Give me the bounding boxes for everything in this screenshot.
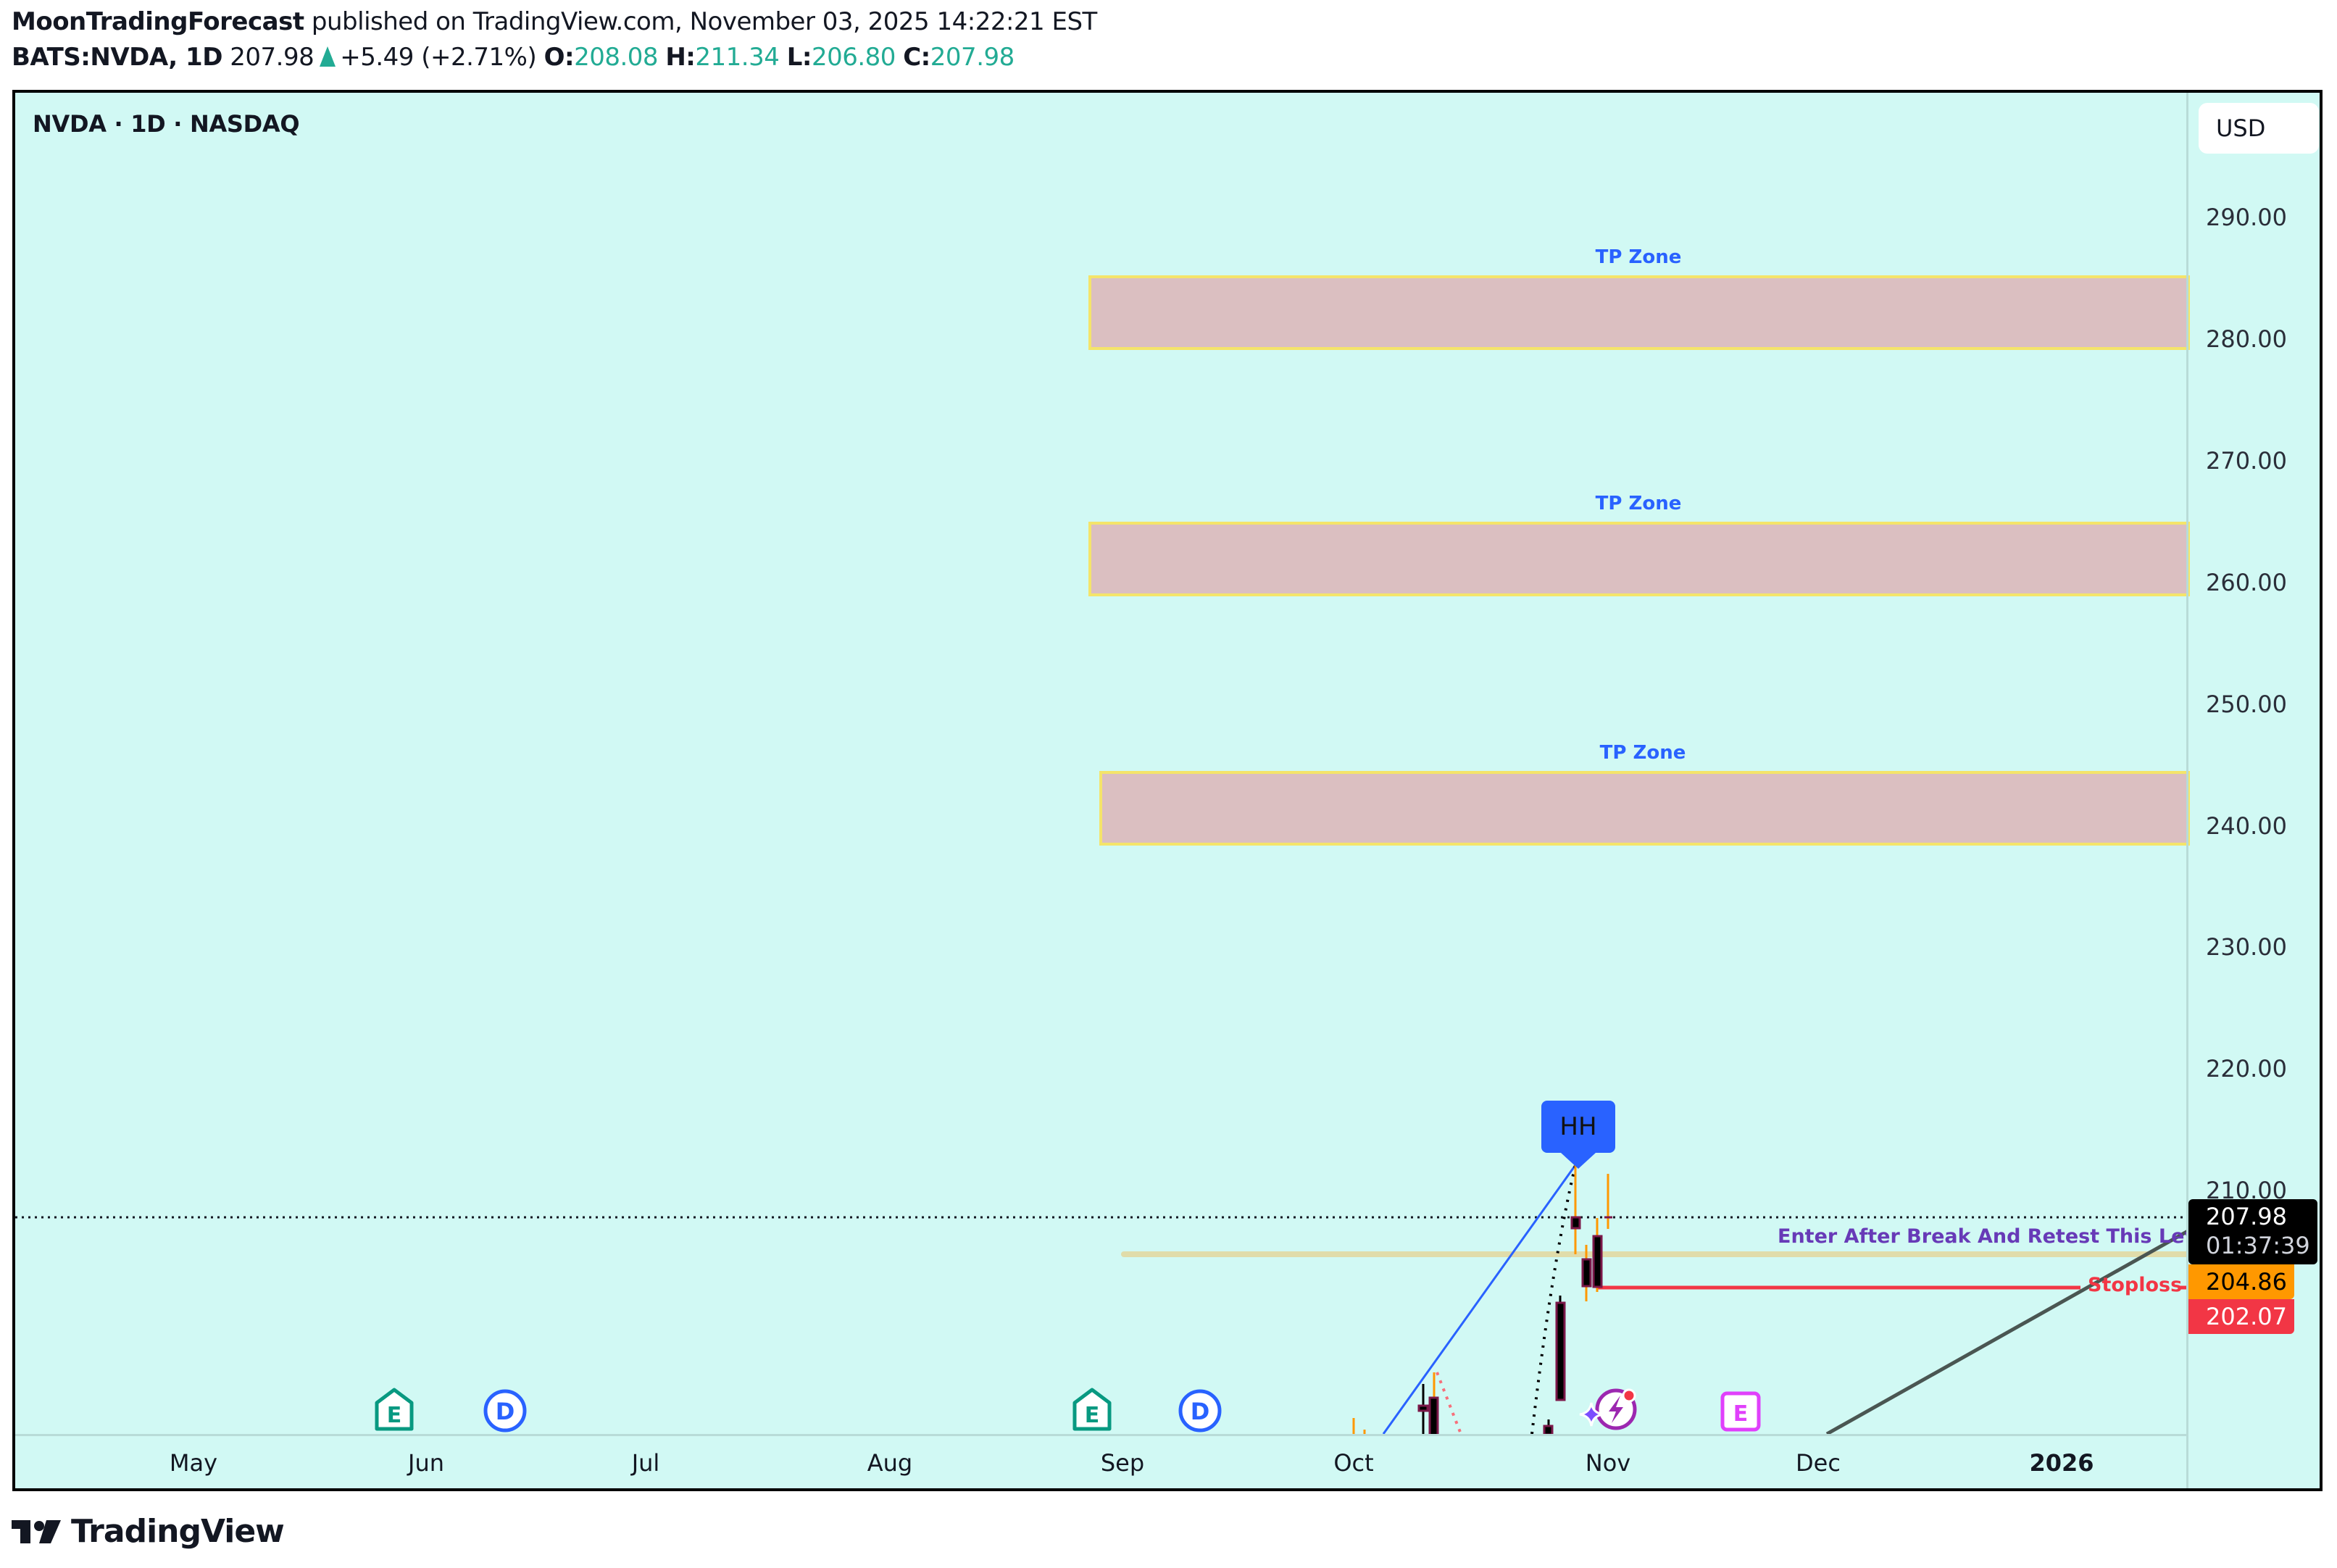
lightning-sparkle-icon[interactable] <box>1578 1385 1644 1436</box>
svg-text:D: D <box>1191 1398 1210 1425</box>
stoploss-note[interactable]: Stoploss <box>2088 1274 2183 1296</box>
currency-button[interactable]: USD <box>2199 103 2319 154</box>
tradingview-logo-icon <box>12 1519 61 1543</box>
svg-text:E: E <box>1085 1403 1100 1428</box>
open-value: 208.08 <box>574 43 659 72</box>
retest-note[interactable]: Enter After Break And Retest This Level <box>1778 1225 2217 1248</box>
upcoming-earnings-event-icon[interactable]: E <box>1720 1390 1762 1435</box>
price-tick: 270.00 <box>2206 447 2287 475</box>
dotted-curve <box>1530 1164 1577 1434</box>
price-tick: 280.00 <box>2206 325 2287 353</box>
author-name[interactable]: MoonTradingForecast <box>12 7 304 36</box>
high-value: 211.34 <box>695 43 780 72</box>
symbol-interval: BATS:NVDA, 1D <box>12 43 222 72</box>
published-text: published on TradingView.com, November 0… <box>311 7 1097 36</box>
time-tick: Dec <box>1796 1449 1841 1477</box>
svg-text:E: E <box>387 1403 402 1428</box>
tp-zone-label: TP Zone <box>1595 493 1682 514</box>
price-tick: 260.00 <box>2206 569 2287 596</box>
publish-info: MoonTradingForecast published on Trading… <box>12 7 1097 36</box>
close-value: 207.98 <box>930 43 1015 72</box>
time-axis[interactable]: May Jun Jul Aug Sep Oct Nov Dec 2026 <box>15 1434 2186 1488</box>
time-tick: Jul <box>631 1449 660 1477</box>
dividend-event-icon[interactable]: D <box>1178 1388 1222 1436</box>
chart-container[interactable]: NVDA · 1D · NASDAQ TP Zone TP Zone TP Zo… <box>12 90 2323 1491</box>
ohlc-bar: BATS:NVDA, 1D 207.98 +5.49 (+2.71%) O:208… <box>12 43 1015 72</box>
price-tick: 250.00 <box>2206 691 2287 718</box>
time-tick: Sep <box>1100 1449 1145 1477</box>
price-axis[interactable]: USD 290.00 280.00 270.00 260.00 250.00 2… <box>2186 93 2320 1488</box>
chart-pane[interactable]: NVDA · 1D · NASDAQ TP Zone TP Zone TP Zo… <box>15 93 2217 1436</box>
svg-text:E: E <box>1733 1401 1749 1427</box>
orange-level-tag: 204.86 <box>2188 1264 2294 1299</box>
svg-text:D: D <box>496 1398 515 1425</box>
time-tick: Nov <box>1585 1449 1631 1477</box>
hh-trend-line[interactable] <box>1382 1164 1577 1434</box>
price-tick: 230.00 <box>2206 933 2287 961</box>
low-label: L: <box>786 43 812 72</box>
price-tick: 220.00 <box>2206 1055 2287 1083</box>
stoploss-price-tag: 202.07 <box>2188 1299 2294 1334</box>
hh-label[interactable]: HH <box>1541 1101 1615 1153</box>
brand-name: TradingView <box>71 1513 285 1550</box>
current-price-tag: 207.98 01:37:39 <box>2188 1199 2317 1264</box>
close-label: C: <box>903 43 930 72</box>
last-price: 207.98 <box>230 43 314 72</box>
time-tick: Oct <box>1333 1449 1374 1477</box>
tp-zone-box[interactable] <box>1088 275 2190 350</box>
tp-zone-label: TP Zone <box>1595 246 1682 268</box>
bar-countdown: 01:37:39 <box>2206 1232 2310 1259</box>
tp-zone-box[interactable] <box>1088 522 2190 596</box>
tp-zone-label: TP Zone <box>1599 742 1686 764</box>
earnings-event-icon[interactable]: E <box>1070 1387 1114 1436</box>
dividend-event-icon[interactable]: D <box>483 1388 528 1436</box>
chart-drawings <box>15 1164 2186 1434</box>
hh-pointer-icon <box>1561 1153 1596 1169</box>
time-tick: Aug <box>867 1449 913 1477</box>
tp-zone-box[interactable] <box>1099 771 2190 846</box>
price-change: +5.49 (+2.71%) <box>340 43 537 72</box>
tradingview-logo[interactable]: TradingView <box>12 1513 285 1550</box>
trend-line[interactable] <box>1825 1230 2186 1434</box>
open-label: O: <box>543 43 575 72</box>
high-label: H: <box>665 43 696 72</box>
low-value: 206.80 <box>811 43 896 72</box>
time-tick: 2026 <box>2029 1449 2094 1477</box>
price-tick: 240.00 <box>2206 812 2287 840</box>
price-tick: 290.00 <box>2206 204 2287 231</box>
red-dotted-line <box>1436 1372 1462 1434</box>
earnings-event-icon[interactable]: E <box>372 1387 416 1436</box>
time-tick: May <box>169 1449 218 1477</box>
current-price-value: 207.98 <box>2206 1203 2287 1230</box>
time-tick: Jun <box>408 1449 444 1477</box>
chart-symbol-title: NVDA · 1D · NASDAQ <box>33 110 300 138</box>
up-arrow-icon <box>320 46 336 67</box>
